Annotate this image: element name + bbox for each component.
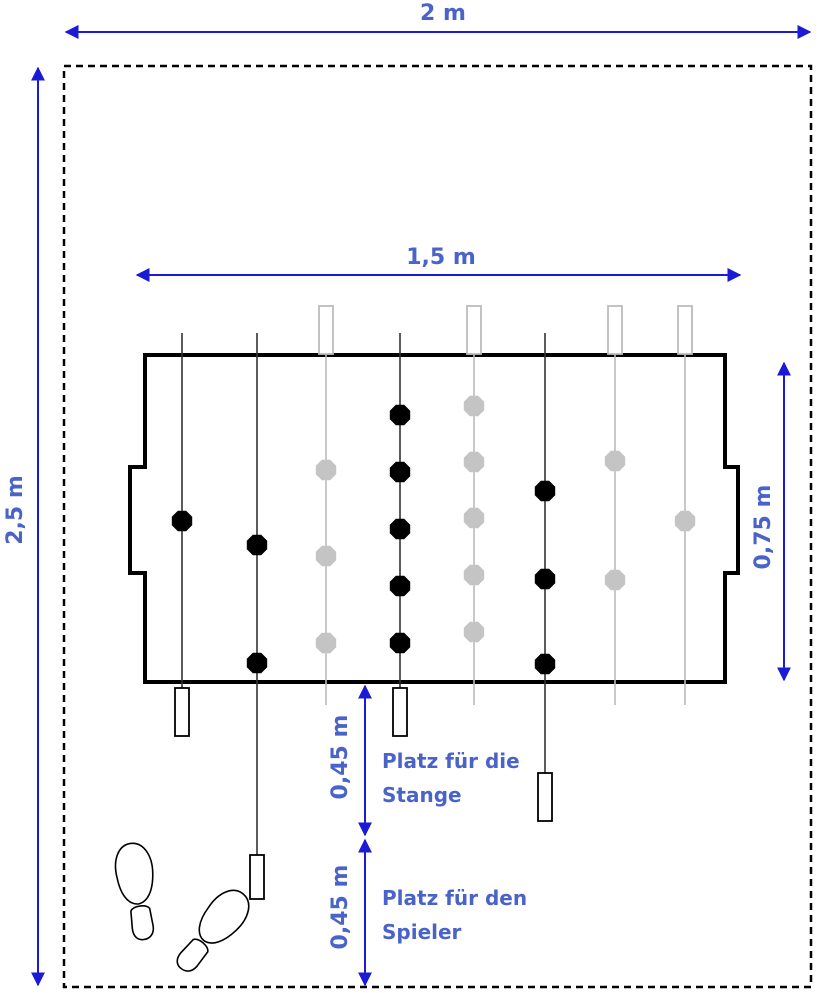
rod-space-note-line1: Platz für die xyxy=(382,749,520,773)
player-figure-light-5-3 xyxy=(463,507,485,529)
footprint-left-icon xyxy=(114,842,155,941)
rod-handle-4 xyxy=(392,687,408,737)
rod-handle-3 xyxy=(318,305,334,355)
player-figure-dark-6-3 xyxy=(534,653,556,675)
rods-group xyxy=(171,305,696,900)
player-figure-light-5-2 xyxy=(463,451,485,473)
player-figure-dark-4-2 xyxy=(389,461,411,483)
room-depth-label: 2,5 m xyxy=(3,475,28,545)
rod-handle-8 xyxy=(677,305,693,355)
player-figure-light-7-1 xyxy=(604,450,626,472)
player-figure-dark-4-4 xyxy=(389,575,411,597)
player-figure-light-8-1 xyxy=(674,510,696,532)
player-space-note-line2: Spieler xyxy=(382,920,462,944)
rod-handle-6 xyxy=(537,772,553,822)
player-figure-light-5-4 xyxy=(463,564,485,586)
player-figure-dark-1-1 xyxy=(171,510,193,532)
player-figure-light-3-3 xyxy=(315,632,337,654)
rod-clearance-label: 0,45 m xyxy=(328,715,353,800)
player-figure-dark-4-3 xyxy=(389,518,411,540)
rod-handle-5 xyxy=(466,305,482,355)
player-figure-light-3-1 xyxy=(315,459,337,481)
player-figure-dark-6-2 xyxy=(534,568,556,590)
player-figure-dark-6-1 xyxy=(534,480,556,502)
room-width-label: 2 m xyxy=(420,1,466,26)
rod-handle-7 xyxy=(607,305,623,355)
player-figure-dark-2-1 xyxy=(246,534,268,556)
rod-handle-2 xyxy=(249,854,265,900)
player-figure-dark-2-2 xyxy=(246,652,268,674)
player-figure-dark-4-1 xyxy=(389,404,411,426)
rod-handle-1 xyxy=(174,687,190,737)
player-figure-light-3-2 xyxy=(315,545,337,567)
room-boundary xyxy=(62,64,813,989)
player-clearance-label: 0,45 m xyxy=(328,865,353,950)
player-figure-dark-4-5 xyxy=(389,632,411,654)
player-figure-light-7-2 xyxy=(604,569,626,591)
player-figure-light-5-5 xyxy=(463,621,485,643)
rod-space-note-line2: Stange xyxy=(382,783,462,807)
footprint-right-icon xyxy=(176,889,250,972)
table-length-label: 1,5 m xyxy=(406,245,476,270)
table-width-label: 0,75 m xyxy=(751,485,776,570)
player-space-note-line1: Platz für den xyxy=(382,886,527,910)
player-figure-light-5-1 xyxy=(463,395,485,417)
table-outline xyxy=(128,353,740,684)
